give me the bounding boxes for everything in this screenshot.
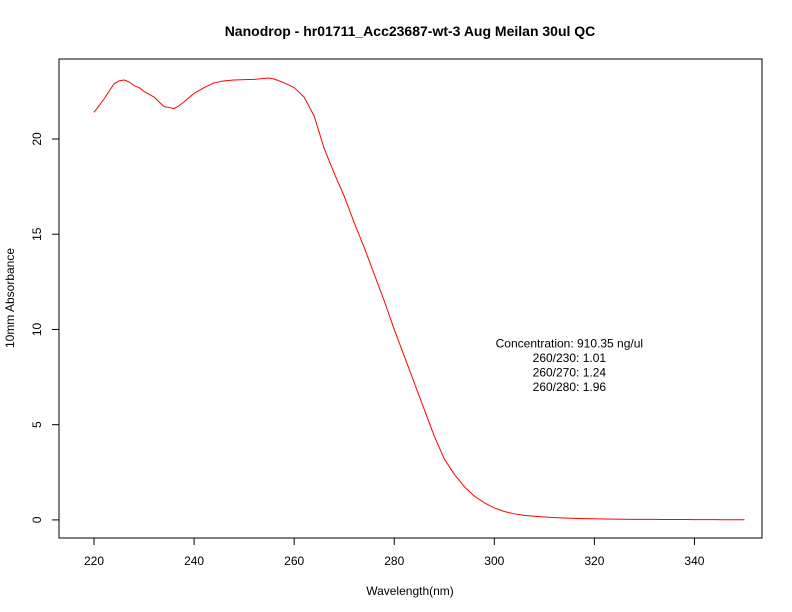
- y-tick-label: 15: [30, 227, 44, 241]
- annotation-line: Concentration: 910.35 ng/ul: [496, 337, 643, 351]
- y-tick-label: 20: [30, 132, 44, 146]
- x-axis: 220 240 260 280 300 320 340: [84, 537, 705, 568]
- annotation-line: 260/230: 1.01: [533, 351, 607, 365]
- y-tick-label: 10: [30, 322, 44, 336]
- x-tick-label: 340: [684, 554, 704, 568]
- x-axis-label: Wavelength(nm): [366, 584, 454, 598]
- series-line: [93, 77, 745, 521]
- x-tick-label: 320: [584, 554, 604, 568]
- annotation-line: 260/280: 1.96: [533, 380, 607, 394]
- y-axis-label: 10mm Absorbance: [3, 248, 17, 348]
- annotation-line: 260/270: 1.24: [533, 366, 607, 380]
- x-tick-label: 300: [484, 554, 504, 568]
- x-tick-label: 280: [384, 554, 404, 568]
- series-layer: [93, 77, 745, 521]
- plot-frame: [58, 58, 763, 539]
- x-tick-label: 240: [184, 554, 204, 568]
- y-tick-label: 5: [30, 421, 44, 428]
- x-tick-label: 220: [84, 554, 104, 568]
- y-tick-label: 0: [30, 516, 44, 523]
- y-axis: 0 5 10 15 20: [30, 132, 60, 523]
- chart-title: Nanodrop - hr01711_Acc23687-wt-3 Aug Mei…: [225, 23, 596, 39]
- x-tick-label: 260: [284, 554, 304, 568]
